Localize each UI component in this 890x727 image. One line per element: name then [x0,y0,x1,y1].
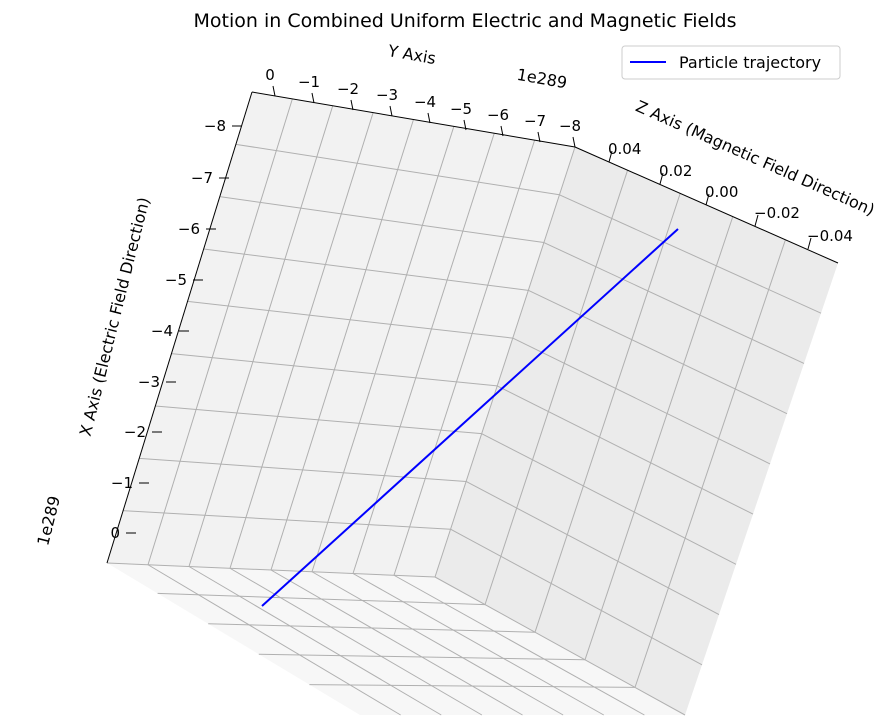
x-tick-label: −5 [165,271,187,289]
x-tick-label: −3 [138,373,160,391]
y-tick-mark [463,119,467,131]
y-tick-mark [500,125,504,137]
y-axis-offset: 1e289 [515,65,568,92]
grid-line-x-right [465,481,720,615]
chart-title: Motion in Combined Uniform Electric and … [194,10,737,32]
z-tick-mark [608,150,613,163]
grid-line-x-back [203,248,529,291]
grid-line-y-back [352,133,495,574]
grid-line-z-floor [258,653,586,661]
grid-line-y-back [311,126,455,572]
x-tick-label: −1 [111,474,133,492]
grid-line-z-right [634,239,786,688]
y-axis-title: Y Axis [386,41,438,68]
pane-edge [434,146,576,578]
z-tick-label: 0.02 [659,162,692,180]
grid-line-x-back [219,196,544,244]
x-tick-label: −8 [204,117,226,135]
x-tick-label: −6 [178,220,200,238]
grid-line-x-back [235,143,560,196]
grid-line-x-right [512,337,771,465]
y-tick-label: −5 [450,100,472,118]
legend-box [621,45,841,80]
pane-right [435,147,838,715]
z-tick-label: −0.02 [754,204,800,222]
grid-line-x-back [155,405,482,435]
pane-floor [107,563,685,715]
y-tick-label: −8 [559,117,581,135]
y-tick-mark [389,105,393,117]
x-axis-line [106,91,253,564]
z-tick-label: 0.04 [608,140,641,158]
legend-label: Particle trajectory [679,53,821,72]
grid-line-x-right [559,194,822,314]
z-tick-label: −0.04 [807,227,853,245]
grid-line-x-back [139,457,467,482]
y-tick-mark [272,85,276,97]
grid-line-y-floor [393,574,645,716]
x-tick-label: −7 [191,169,213,187]
y-tick-label: −4 [414,93,436,111]
x-tick-label: 0 [110,524,120,542]
x-tick-label: −2 [124,423,146,441]
y-tick-mark [572,136,576,148]
grid-line-z-floor [309,684,636,688]
grid-line-y-back [229,112,374,569]
grid-line-z-floor [208,623,536,633]
trajectory-line [261,228,679,607]
y-tick-label: −7 [524,112,546,130]
grid-line-y-back [188,105,334,567]
grid-line-x-right [450,528,703,666]
z-tick-mark [659,172,664,185]
y-tick-label: −1 [298,73,320,91]
y-tick-label: −6 [487,106,509,124]
z-tick-label: 0.00 [705,183,738,201]
grid-line-x-right [481,433,737,565]
tick-marks [126,85,812,534]
legend: Particle trajectory [621,45,841,80]
y-tick-mark [427,112,431,124]
z-tick-mark [807,237,812,250]
y-tick-mark [311,92,315,104]
y-tick-label: −2 [337,80,359,98]
grid-line-x-right [496,385,754,515]
y-tick-mark [537,131,541,143]
grid-line-z-right [484,170,629,605]
series-lines [261,228,679,607]
grid-line-z-right [534,193,681,633]
grid-line-y-floor [147,564,401,716]
grid-line-x-back [187,300,513,339]
grid-line-y-floor [352,573,604,716]
grid-line-z-floor [157,592,486,606]
pane-edge [106,562,436,578]
grid-line-y-floor [311,571,564,716]
grid-line-x-back [171,353,498,387]
tick-labels: −8 −7 −6 −5 −4 −3 −2 −1 0 0 −1 −2 −3 −4 −5 −6 −7 −8 0.04 0.… [110,66,853,542]
grid-line-x-right [543,242,805,364]
pane-edge [434,576,686,716]
x-tick-label: −4 [151,322,173,340]
x-axis-title: X Axis (Electric Field Direction) [76,195,154,438]
z-tick-mark [754,214,759,227]
grid-lines [106,98,822,716]
y-tick-label: −3 [376,86,398,104]
y-axis-line [251,91,576,148]
grid-line-y-floor [188,566,442,716]
grid-line-y-back [270,119,414,571]
y-tick-label: 0 [265,66,275,84]
grid-line-x-back [123,510,451,530]
z-tick-mark [705,193,710,206]
grid-line-x-right [528,289,788,415]
grid-line-y-back [393,139,536,576]
y-tick-mark [350,99,354,111]
grid-line-y-back [147,98,293,565]
x-axis-offset: 1e289 [33,494,64,548]
grid-line-y-floor [229,567,483,716]
grid-line-y-floor [270,569,523,716]
grid-line-z-right [584,216,734,660]
